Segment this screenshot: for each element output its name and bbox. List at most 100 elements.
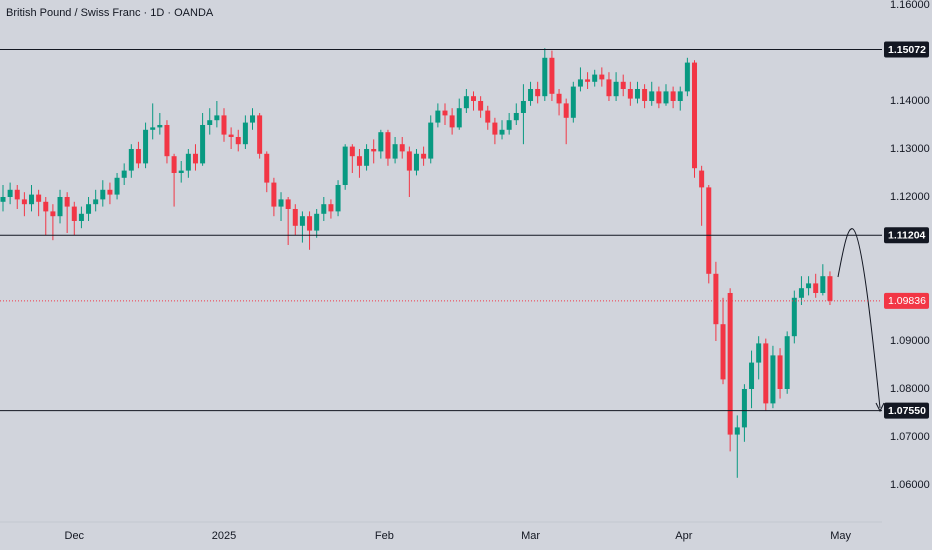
candle-body <box>706 187 712 274</box>
candle-body <box>577 79 583 87</box>
x-tick-label: May <box>830 530 851 542</box>
candle-body <box>7 189 13 197</box>
candle-body <box>328 204 334 212</box>
candle-body <box>192 153 198 164</box>
candle-body <box>528 88 534 101</box>
candle-body <box>299 216 305 226</box>
candle-body <box>356 156 362 166</box>
candle-body <box>107 189 113 195</box>
candle-body <box>14 189 20 200</box>
candle-body <box>135 148 141 164</box>
candle-body <box>143 129 149 164</box>
candle-body <box>684 62 690 92</box>
candle-body <box>513 112 519 121</box>
candle-body <box>157 124 163 128</box>
candle-body <box>777 355 783 389</box>
candle-body <box>121 170 127 178</box>
candle-body <box>784 336 790 389</box>
candle-body <box>485 110 491 123</box>
candle-body <box>763 343 769 404</box>
candle-body <box>699 170 705 188</box>
candle-body <box>0 196 6 202</box>
candle-body <box>21 199 27 205</box>
candle-body <box>178 170 184 173</box>
candle-body <box>506 120 512 130</box>
level-label: 1.11204 <box>888 229 926 241</box>
projection-arrow <box>837 228 881 409</box>
candle-body <box>620 81 626 89</box>
candle-body <box>720 324 726 380</box>
candle-body <box>813 283 819 293</box>
candle-body <box>713 273 719 325</box>
candle-body <box>463 96 469 109</box>
candle-body <box>670 91 676 101</box>
candle-body <box>549 57 555 94</box>
level-label: 1.07550 <box>888 405 926 417</box>
candle-body <box>114 177 120 195</box>
candle-body <box>171 156 177 173</box>
candle-body <box>556 93 562 104</box>
candle-body <box>128 148 134 171</box>
candle-body <box>656 91 662 104</box>
level-label-box <box>884 41 929 58</box>
last-price-box <box>884 292 929 309</box>
candle-body <box>406 151 412 171</box>
x-tick-label: 2025 <box>212 530 236 542</box>
candle-body <box>663 91 669 104</box>
last-price-label: 1.09836 <box>888 295 926 307</box>
candle-body <box>207 120 213 125</box>
candle-body <box>371 148 377 152</box>
candle-body <box>428 122 434 159</box>
y-tick-label: 1.06000 <box>890 479 930 491</box>
candle-body <box>542 57 548 97</box>
candle-body <box>435 110 441 123</box>
candle-body <box>164 124 170 157</box>
candle-body <box>563 103 569 118</box>
candle-body <box>285 199 291 209</box>
candle-body <box>520 100 526 113</box>
candle-body <box>471 96 477 101</box>
candle-body <box>585 79 591 82</box>
y-tick-label: 1.08000 <box>890 383 930 395</box>
candle-body <box>235 136 241 145</box>
candle-body <box>741 388 747 428</box>
y-tick-label: 1.16000 <box>890 0 930 11</box>
x-tick-label: Feb <box>375 530 394 542</box>
candle-body <box>449 115 455 128</box>
candle-body <box>791 297 797 337</box>
candle-body <box>478 100 484 111</box>
candle-body <box>606 79 612 97</box>
candle-body <box>221 115 227 135</box>
candle-body <box>364 148 370 166</box>
candle-body <box>592 74 598 82</box>
x-tick-label: Mar <box>521 530 540 542</box>
candle-body <box>278 199 284 207</box>
candle-body <box>349 146 355 157</box>
candle-body <box>806 283 812 289</box>
x-tick-label: Dec <box>65 530 85 542</box>
candle-body <box>399 144 405 152</box>
candle-body <box>727 292 733 435</box>
candle-body <box>78 213 84 221</box>
candle-body <box>64 196 70 207</box>
candle-body <box>798 288 804 298</box>
candle-body <box>599 74 605 80</box>
candle-body <box>43 201 49 212</box>
candle-body <box>307 216 313 231</box>
candle-body <box>200 124 206 164</box>
candle-body <box>492 122 498 135</box>
candle-body <box>29 194 35 205</box>
candle-body <box>250 115 256 123</box>
x-tick-label: Apr <box>675 530 692 542</box>
candle-body <box>677 91 683 101</box>
candle-body <box>770 355 776 404</box>
candle-body <box>185 153 191 171</box>
candle-body <box>649 91 655 101</box>
level-label: 1.15072 <box>888 44 926 56</box>
candle-body <box>749 362 755 389</box>
candle-body <box>385 132 391 159</box>
candle-body <box>413 153 419 171</box>
candle-body <box>827 276 833 301</box>
candle-body <box>378 132 384 152</box>
